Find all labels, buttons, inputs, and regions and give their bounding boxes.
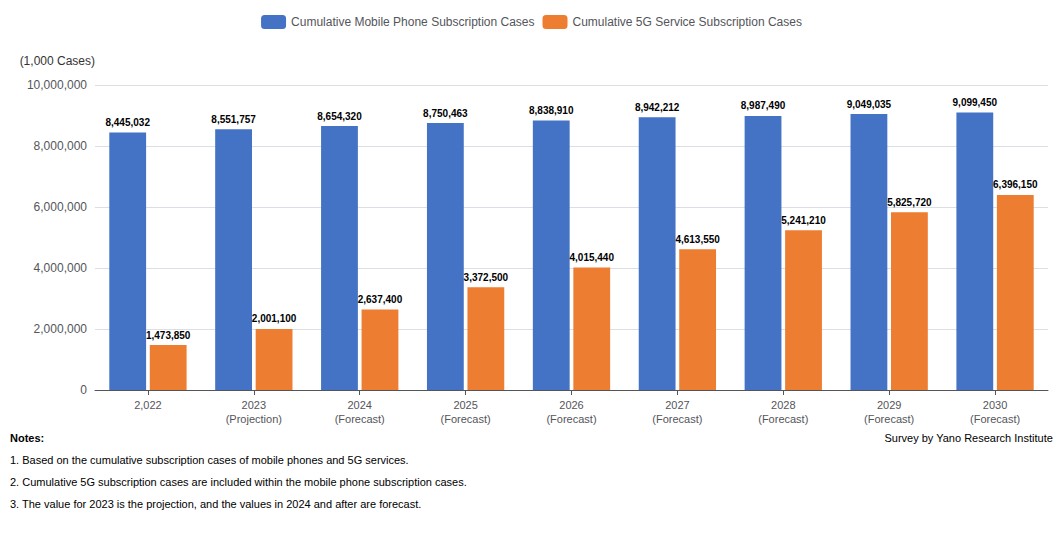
svg-text:5,825,720: 5,825,720 [887,197,932,208]
svg-text:2. Cumulative 5G subscription: 2. Cumulative 5G subscription cases are … [10,476,467,488]
svg-text:2023: 2023 [242,399,266,411]
svg-text:1. Based on the cumulative sub: 1. Based on the cumulative subscription … [10,454,409,466]
svg-text:2024: 2024 [347,399,371,411]
svg-text:(Forecast): (Forecast) [335,413,385,425]
svg-text:2030: 2030 [983,399,1007,411]
svg-text:2026: 2026 [559,399,583,411]
svg-text:8,942,212: 8,942,212 [635,102,680,113]
svg-text:2,637,400: 2,637,400 [358,294,403,305]
svg-text:5,241,210: 5,241,210 [781,215,826,226]
svg-text:2,001,100: 2,001,100 [252,313,297,324]
svg-text:10,000,000: 10,000,000 [27,78,87,92]
svg-text:8,000,000: 8,000,000 [34,139,88,153]
svg-text:Survey by Yano Research Instit: Survey by Yano Research Institute [884,432,1052,444]
svg-text:4,015,440: 4,015,440 [569,252,614,263]
svg-text:3,372,500: 3,372,500 [464,272,509,283]
svg-text:6,396,150: 6,396,150 [993,179,1038,190]
svg-text:(Forecast): (Forecast) [441,413,491,425]
svg-text:(Forecast): (Forecast) [758,413,808,425]
svg-text:(Forecast): (Forecast) [652,413,702,425]
svg-text:0: 0 [80,383,87,397]
svg-text:3. The value for 2023 is the p: 3. The value for 2023 is the projection,… [10,498,421,510]
svg-text:(1,000 Cases): (1,000 Cases) [20,54,95,68]
svg-text:Cumulative Mobile Phone Subscr: Cumulative Mobile Phone Subscription Cas… [291,15,534,29]
svg-text:6,000,000: 6,000,000 [34,200,88,214]
svg-text:4,613,550: 4,613,550 [675,234,720,245]
svg-text:2,000,000: 2,000,000 [34,322,88,336]
svg-text:2029: 2029 [877,399,901,411]
svg-text:9,099,450: 9,099,450 [953,97,998,108]
svg-text:8,750,463: 8,750,463 [423,108,468,119]
svg-text:8,445,032: 8,445,032 [105,117,150,128]
svg-text:(Forecast): (Forecast) [970,413,1020,425]
svg-text:(Projection): (Projection) [226,413,282,425]
svg-text:1,473,850: 1,473,850 [146,330,191,341]
svg-text:9,049,035: 9,049,035 [847,99,892,110]
svg-text:4,000,000: 4,000,000 [34,261,88,275]
svg-text:8,838,910: 8,838,910 [529,105,574,116]
svg-text:8,551,757: 8,551,757 [211,114,256,125]
svg-text:2027: 2027 [665,399,689,411]
svg-text:Cumulative 5G Service Subscrip: Cumulative 5G Service Subscription Cases [573,15,802,29]
svg-text:Notes:: Notes: [10,432,44,444]
svg-text:2028: 2028 [771,399,795,411]
svg-text:(Forecast): (Forecast) [864,413,914,425]
svg-text:2,022: 2,022 [134,399,162,411]
svg-text:8,987,490: 8,987,490 [741,100,786,111]
svg-text:(Forecast): (Forecast) [546,413,596,425]
svg-text:8,654,320: 8,654,320 [317,111,362,122]
svg-text:2025: 2025 [453,399,477,411]
